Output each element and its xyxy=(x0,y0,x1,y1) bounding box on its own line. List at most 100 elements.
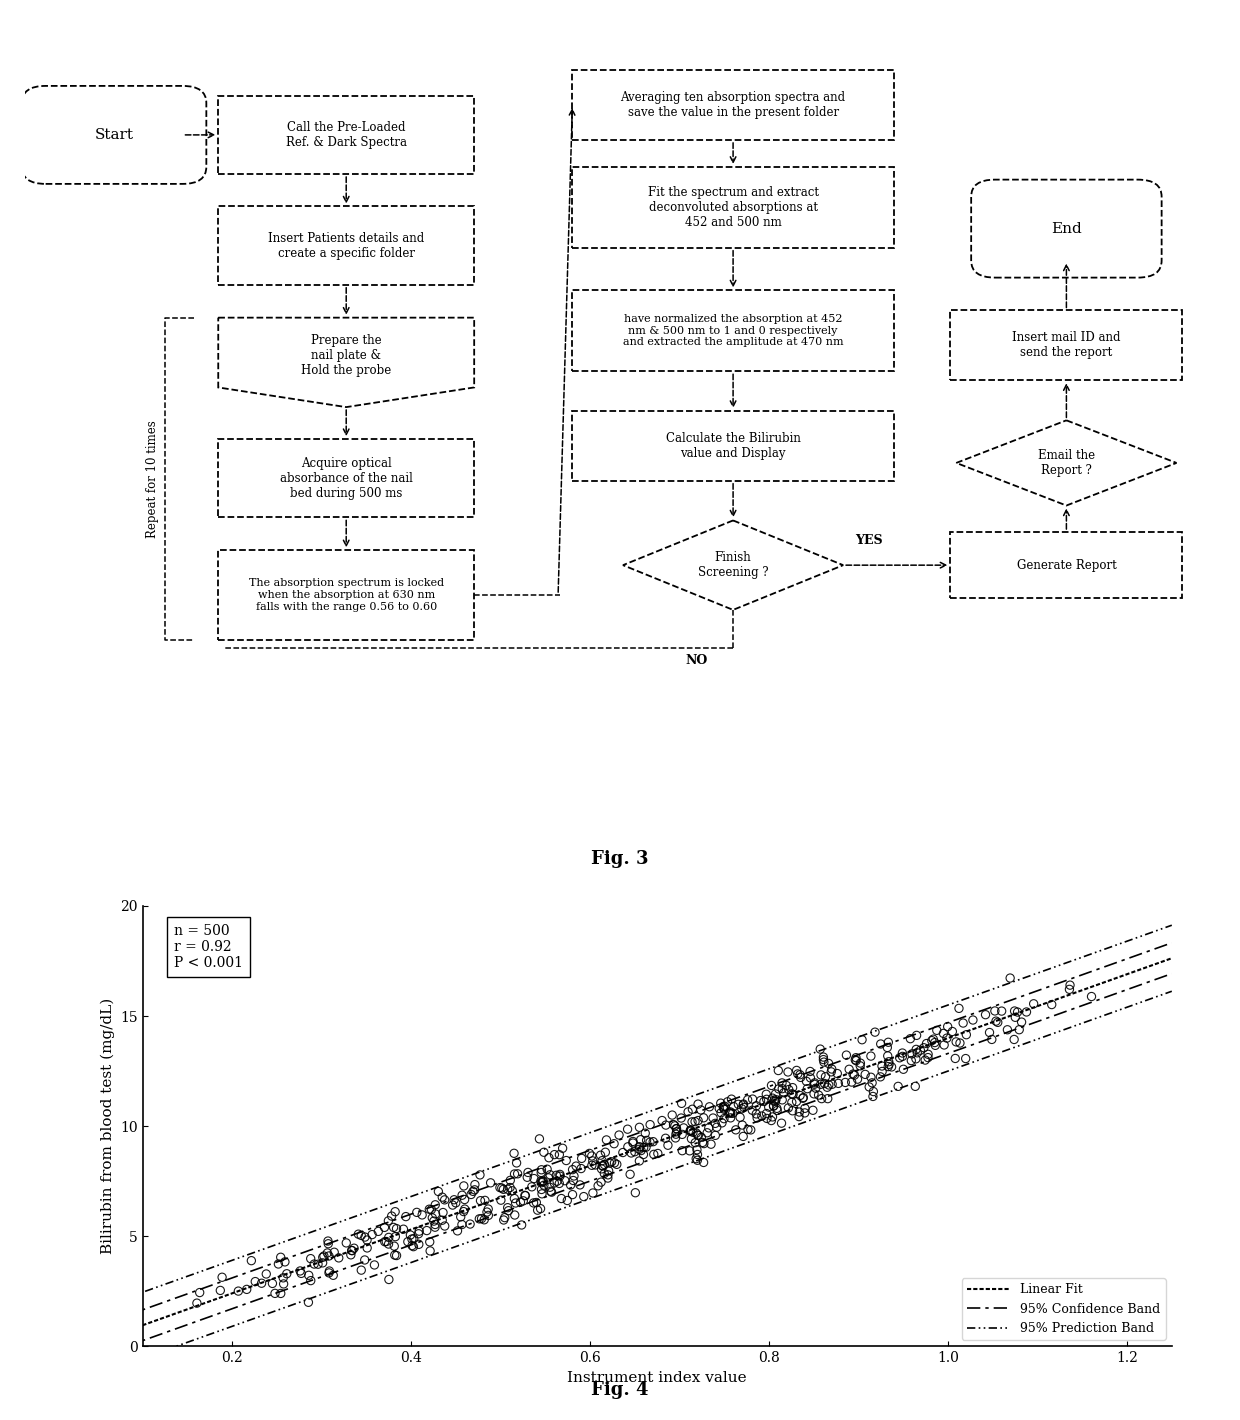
Point xyxy=(713,1095,733,1118)
Point xyxy=(861,1066,880,1089)
Point xyxy=(878,1045,898,1068)
Point xyxy=(916,1032,936,1055)
Point xyxy=(773,1072,792,1095)
Point xyxy=(766,1088,786,1110)
Point xyxy=(425,1216,445,1238)
Point xyxy=(856,1064,875,1086)
Point xyxy=(613,1142,632,1164)
Point xyxy=(806,1076,826,1099)
Point xyxy=(409,1233,429,1255)
Point xyxy=(532,1172,552,1194)
Point xyxy=(859,1075,879,1098)
Text: Fig. 3: Fig. 3 xyxy=(591,849,649,868)
Text: Fit the spectrum and extract
deconvoluted absorptions at
452 and 500 nm: Fit the spectrum and extract deconvolute… xyxy=(647,186,818,229)
Point xyxy=(425,1193,445,1216)
Point xyxy=(988,1011,1008,1034)
Point xyxy=(529,1127,549,1150)
Point xyxy=(525,1167,544,1190)
Point xyxy=(398,1230,418,1252)
Point xyxy=(242,1250,262,1272)
Point xyxy=(730,1106,750,1129)
Point xyxy=(813,1051,833,1074)
Point xyxy=(666,1123,686,1146)
X-axis label: Instrument index value: Instrument index value xyxy=(568,1370,746,1384)
Point xyxy=(782,1091,802,1113)
Point xyxy=(640,1113,660,1136)
Point xyxy=(711,1092,730,1115)
Point xyxy=(636,1136,656,1159)
Point xyxy=(761,1074,781,1096)
Point xyxy=(593,1149,613,1171)
Point xyxy=(756,1083,776,1106)
Point xyxy=(718,1091,738,1113)
Point xyxy=(512,1214,532,1237)
Point xyxy=(362,1223,382,1245)
Point xyxy=(257,1262,277,1285)
Point xyxy=(711,1102,730,1125)
Point xyxy=(588,1174,608,1197)
Point xyxy=(433,1208,453,1231)
Point xyxy=(784,1083,804,1106)
Point xyxy=(750,1089,770,1112)
Point xyxy=(631,1139,651,1162)
Point xyxy=(827,1062,847,1085)
Point xyxy=(963,1008,983,1031)
Point xyxy=(511,1191,531,1214)
Point xyxy=(724,1095,744,1118)
Point xyxy=(720,1106,740,1129)
Point xyxy=(275,1251,295,1274)
Point xyxy=(748,1106,768,1129)
Point xyxy=(319,1233,339,1255)
Point xyxy=(734,1096,754,1119)
Point xyxy=(594,1153,614,1176)
Point xyxy=(317,1230,337,1252)
Point xyxy=(329,1247,348,1269)
Point xyxy=(505,1163,525,1186)
Point xyxy=(720,1100,740,1123)
Point xyxy=(956,1024,976,1047)
Point xyxy=(479,1204,498,1227)
Point xyxy=(455,1189,475,1211)
Point xyxy=(377,1230,397,1252)
Point xyxy=(533,1170,553,1193)
Point xyxy=(384,1235,404,1258)
Point xyxy=(808,1083,828,1106)
Text: NO: NO xyxy=(686,653,708,666)
Point xyxy=(925,1031,945,1054)
Point xyxy=(551,1164,570,1187)
Point xyxy=(564,1164,584,1187)
Point xyxy=(551,1163,570,1186)
Point xyxy=(769,1059,789,1082)
Point xyxy=(954,1011,973,1034)
Point xyxy=(800,1061,820,1083)
Text: n = 500
r = 0.92
P < 0.001: n = 500 r = 0.92 P < 0.001 xyxy=(174,923,243,970)
Polygon shape xyxy=(218,318,474,408)
Point xyxy=(925,1034,945,1056)
Point xyxy=(822,1074,842,1096)
Point xyxy=(818,1052,838,1075)
Point xyxy=(714,1098,734,1120)
Point xyxy=(412,1204,432,1227)
Point xyxy=(754,1091,774,1113)
Point xyxy=(211,1279,231,1302)
Point xyxy=(644,1143,663,1166)
Point xyxy=(357,1228,377,1251)
Point xyxy=(1001,967,1021,990)
Point xyxy=(537,1157,557,1180)
Point xyxy=(652,1109,672,1132)
Point xyxy=(699,1116,719,1139)
Point xyxy=(591,1170,611,1193)
Text: Prepare the
nail plate &
Hold the probe: Prepare the nail plate & Hold the probe xyxy=(301,334,392,378)
Point xyxy=(622,1132,642,1154)
Point xyxy=(606,1153,626,1176)
Point xyxy=(703,1106,723,1129)
Point xyxy=(596,1129,616,1152)
Point xyxy=(443,1194,463,1217)
Point xyxy=(786,1091,806,1113)
Point xyxy=(649,1142,668,1164)
Point xyxy=(734,1092,754,1115)
Point xyxy=(534,1140,554,1163)
Point xyxy=(774,1082,794,1105)
Point xyxy=(946,1031,966,1054)
Point xyxy=(812,1088,832,1110)
